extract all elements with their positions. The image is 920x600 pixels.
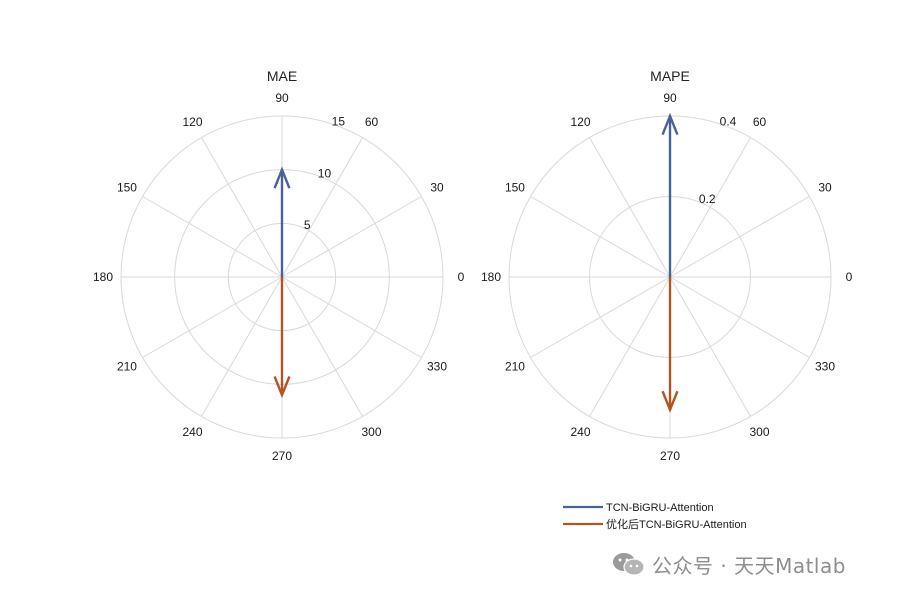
mape-polar-plot: MAPE 0 30 60 90 120 150 180 210 240 270 300 330 0.2 0.… bbox=[481, 68, 853, 463]
angle-tick-150: 150 bbox=[117, 181, 137, 195]
radial-tick-10: 10 bbox=[318, 166, 332, 180]
grid-spoke-240 bbox=[589, 276, 671, 417]
angle-tick-330: 330 bbox=[815, 360, 835, 374]
angle-tick-210: 210 bbox=[117, 360, 137, 374]
angle-tick-0: 0 bbox=[458, 270, 465, 284]
grid-spoke-30 bbox=[281, 196, 422, 278]
arrow-series-2 bbox=[273, 277, 291, 399]
grid-spoke-210 bbox=[530, 276, 671, 358]
chart-title: MAE bbox=[267, 68, 297, 84]
angle-tick-60: 60 bbox=[365, 115, 379, 129]
angle-tick-60: 60 bbox=[753, 115, 767, 129]
grid-spoke-300 bbox=[281, 276, 363, 417]
legend: TCN-BiGRU-Attention 优化后TCN-BiGRU-Attenti… bbox=[563, 502, 747, 531]
angle-tick-240: 240 bbox=[182, 425, 202, 439]
angle-tick-180: 180 bbox=[481, 270, 501, 284]
arrow-head bbox=[661, 390, 679, 414]
angle-tick-180: 180 bbox=[93, 270, 113, 284]
watermark: 公众号 · 天天Matlab bbox=[612, 550, 846, 578]
angle-tick-270: 270 bbox=[272, 449, 292, 463]
angle-tick-240: 240 bbox=[570, 425, 590, 439]
arrow-series-2 bbox=[661, 277, 679, 414]
grid-spoke-120 bbox=[589, 137, 671, 278]
angle-tick-0: 0 bbox=[846, 270, 853, 284]
radial-tick-5: 5 bbox=[304, 218, 311, 232]
grid-spoke-120 bbox=[201, 137, 283, 278]
mae-polar-plot: MAE 0 30 60 90 120 150 180 210 240 270 300 330 5 10 15 bbox=[93, 68, 465, 463]
grid-spoke-330 bbox=[281, 276, 422, 358]
angle-tick-150: 150 bbox=[505, 181, 525, 195]
angle-tick-300: 300 bbox=[749, 425, 769, 439]
grid-spoke-150 bbox=[530, 196, 671, 278]
arrow-head bbox=[273, 376, 291, 399]
grid-spoke-150 bbox=[142, 196, 283, 278]
arrow-series-1 bbox=[273, 166, 291, 277]
grid-spoke-300 bbox=[669, 276, 751, 417]
angle-tick-270: 270 bbox=[660, 449, 680, 463]
grid-spoke-30 bbox=[669, 196, 810, 278]
grid-spoke-330 bbox=[669, 276, 810, 358]
grid-spoke-240 bbox=[201, 276, 283, 417]
wechat-icon bbox=[613, 553, 645, 576]
angle-tick-30: 30 bbox=[430, 181, 444, 195]
legend-label-1: TCN-BiGRU-Attention bbox=[606, 502, 714, 514]
radial-tick-15: 15 bbox=[332, 114, 346, 128]
angle-tick-210: 210 bbox=[505, 360, 525, 374]
angle-tick-30: 30 bbox=[818, 181, 832, 195]
watermark-text: 公众号 · 天天Matlab bbox=[652, 553, 846, 578]
arrow-series-1 bbox=[661, 112, 679, 277]
angle-tick-300: 300 bbox=[361, 425, 381, 439]
grid-spoke-60 bbox=[281, 137, 363, 278]
angle-tick-90: 90 bbox=[663, 91, 677, 105]
radial-tick-0.4: 0.4 bbox=[720, 114, 737, 128]
angle-tick-90: 90 bbox=[275, 91, 289, 105]
radial-tick-0.2: 0.2 bbox=[699, 192, 716, 206]
grid-spoke-60 bbox=[669, 137, 751, 278]
angle-tick-330: 330 bbox=[427, 360, 447, 374]
arrow-head bbox=[273, 166, 291, 189]
angle-tick-120: 120 bbox=[570, 115, 590, 129]
legend-label-2: 优化后TCN-BiGRU-Attention bbox=[606, 517, 747, 531]
chart-title: MAPE bbox=[650, 68, 690, 84]
grid-spoke-210 bbox=[142, 276, 283, 358]
arrow-head bbox=[661, 112, 679, 136]
angle-tick-120: 120 bbox=[182, 115, 202, 129]
